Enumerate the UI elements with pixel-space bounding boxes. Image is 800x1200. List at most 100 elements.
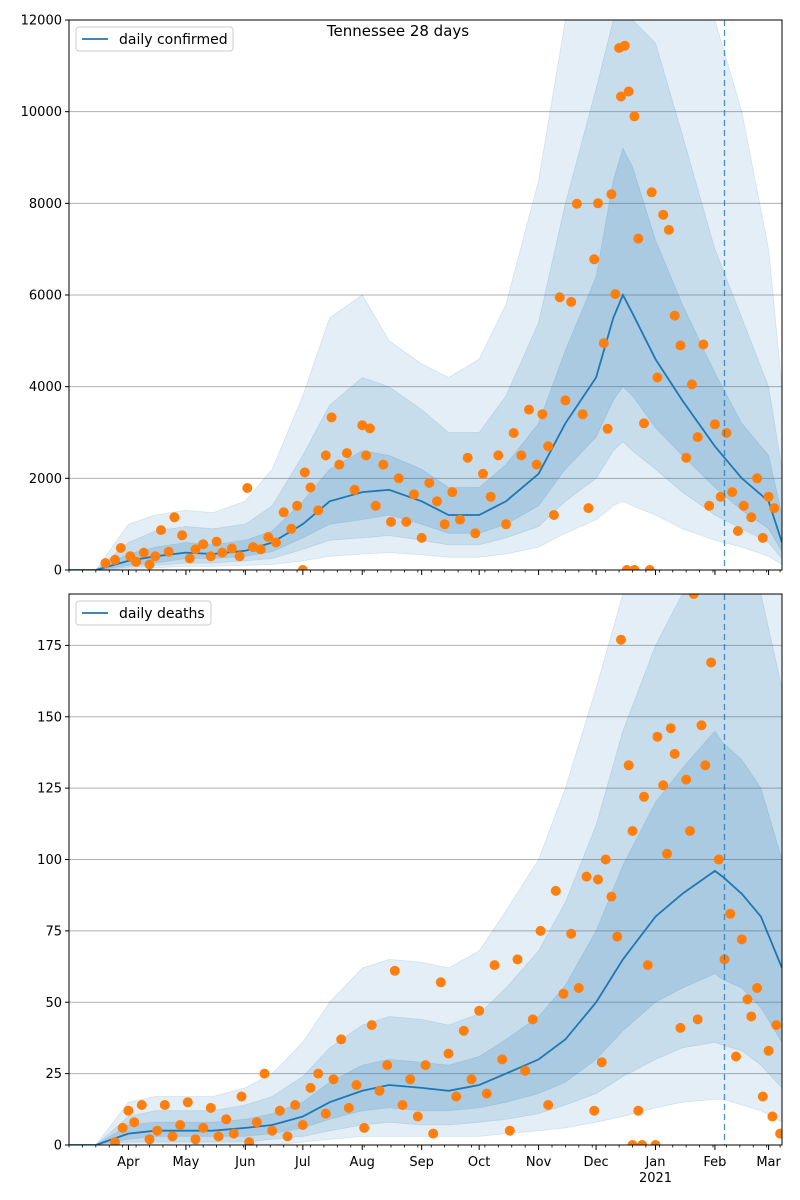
legend-box [75, 600, 212, 626]
data-point [524, 404, 534, 415]
data-point [727, 487, 738, 498]
data-point [732, 526, 743, 536]
data-point [320, 450, 331, 461]
data-point [675, 1022, 686, 1033]
data-point [184, 553, 195, 564]
data-point [274, 1105, 285, 1116]
data-point [152, 1125, 163, 1136]
data-point [474, 1005, 485, 1016]
data-point [182, 1097, 193, 1108]
data-point [612, 931, 623, 942]
y-tick-label: 12000 [21, 14, 62, 29]
data-point [466, 1074, 477, 1085]
data-point [504, 1125, 515, 1136]
legend: daily confirmed [75, 26, 234, 52]
data-point [501, 519, 511, 530]
data-point [757, 532, 768, 543]
deaths-panel: 0 25 50 75 100 125 150 175 Apr May Jun Jul Aug Sep Oct… [37, 593, 783, 1186]
data-point [665, 723, 676, 734]
data-point [424, 477, 435, 488]
data-point [508, 428, 519, 438]
data-point [282, 1131, 293, 1142]
plot-area [69, 20, 782, 570]
data-point [481, 1088, 492, 1099]
data-point [435, 977, 446, 988]
data-point [692, 432, 703, 443]
legend: daily deaths [75, 600, 212, 626]
y-tick-label: 25 [45, 1067, 62, 1082]
data-point [700, 760, 711, 771]
y-tick-label: 100 [37, 853, 62, 868]
series-line [69, 292, 782, 570]
x-tick-label: Mar [756, 1155, 781, 1170]
data-point [593, 874, 603, 885]
data-point [428, 1128, 439, 1139]
data-point [558, 988, 569, 999]
confirmed-panel: 0 2000 4000 6000 8000 10000 12000 daily confirm… [21, 14, 783, 579]
data-point [769, 503, 780, 514]
data-point [589, 254, 600, 265]
data-point [669, 310, 680, 321]
data-point [405, 1074, 416, 1085]
data-point [688, 594, 699, 599]
data-point [669, 748, 680, 759]
data-point [478, 468, 488, 479]
data-point [606, 891, 617, 902]
data-point [447, 487, 458, 498]
data-point [775, 1128, 782, 1139]
data-point [681, 774, 692, 785]
data-point [439, 519, 450, 530]
x-tick-label: Nov [526, 1155, 552, 1170]
data-point [443, 1048, 454, 1059]
data-point [144, 559, 155, 570]
data-point [110, 1137, 120, 1145]
data-point [336, 1034, 347, 1045]
data-point [512, 954, 523, 965]
data-point [527, 1014, 538, 1025]
data-point [738, 500, 749, 511]
data-point [175, 1120, 186, 1130]
data-point [123, 1105, 134, 1116]
data-point [596, 1057, 607, 1068]
data-point [131, 556, 142, 567]
data-point [251, 1117, 262, 1128]
data-point [497, 1054, 508, 1065]
data-point [531, 459, 542, 470]
data-point [169, 512, 180, 523]
data-point [248, 542, 258, 553]
data-point [292, 500, 303, 511]
data-point [244, 1137, 255, 1145]
uncertainty-band-inner [69, 730, 782, 1145]
data-point [412, 1111, 423, 1122]
data-point [242, 483, 253, 493]
data-point [167, 1131, 178, 1142]
data-point [156, 525, 166, 536]
data-point [115, 543, 126, 553]
data-point [370, 500, 381, 511]
data-point [451, 1091, 462, 1102]
data-point [731, 1051, 741, 1062]
data-point [136, 1100, 147, 1110]
data-point [633, 1105, 644, 1116]
legend-label: daily deaths [119, 606, 205, 622]
data-point [378, 459, 389, 470]
data-point [543, 1100, 554, 1110]
data-point [221, 1114, 232, 1125]
data-point [652, 372, 663, 383]
y-tick-label: 8000 [29, 197, 62, 212]
data-point [767, 1111, 778, 1122]
data-point [198, 539, 209, 550]
data-point [297, 565, 308, 570]
data-point [696, 720, 707, 731]
data-point [177, 530, 188, 541]
data-point [573, 983, 584, 993]
data-point [554, 292, 565, 303]
data-point [271, 537, 281, 548]
data-point [489, 960, 500, 971]
data-point [752, 983, 763, 993]
x-tick-label: Dec [584, 1155, 609, 1170]
data-point [305, 1082, 316, 1093]
data-point [305, 482, 316, 493]
data-point [382, 1060, 393, 1071]
data-point [163, 546, 174, 557]
